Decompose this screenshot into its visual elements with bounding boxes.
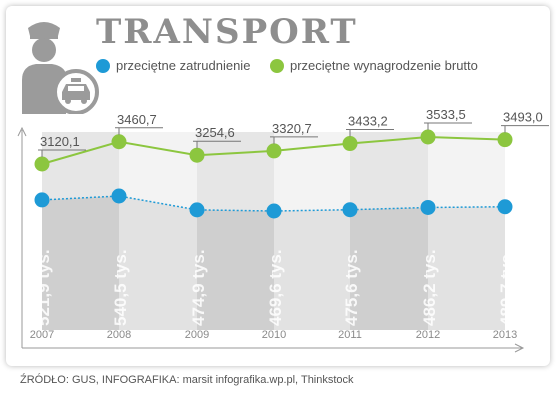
employment-value-label: 540,5 tys. xyxy=(111,249,130,326)
year-label: 2010 xyxy=(262,329,286,341)
year-label: 2009 xyxy=(185,329,209,341)
employment-area xyxy=(119,196,197,330)
salary-value-label: 3254,6 xyxy=(195,125,235,140)
employment-value-label: 489,7 tys. xyxy=(497,249,516,326)
employment-point xyxy=(342,202,358,218)
employment-point xyxy=(189,202,205,218)
employment-point xyxy=(34,192,50,208)
employment-area xyxy=(428,206,505,330)
employment-area xyxy=(197,209,274,330)
legend-swatch-employment xyxy=(96,58,110,73)
taxi-driver-icon xyxy=(22,22,99,114)
salary-value-label: 3120,1 xyxy=(40,134,80,149)
salary-value-label: 3433,2 xyxy=(348,114,388,129)
employment-value-label: 486,2 tys. xyxy=(420,249,439,326)
employment-value-label: 475,6 tys. xyxy=(342,249,361,326)
year-label: 2007 xyxy=(30,329,54,341)
year-label: 2012 xyxy=(416,329,440,341)
legend-item-salary: przeciętne wynagrodzenie brutto xyxy=(270,58,478,73)
year-label: 2008 xyxy=(107,329,131,341)
legend-item-employment: przeciętne zatrudnienie xyxy=(96,58,250,73)
page-title: TRANSPORT xyxy=(96,12,358,52)
employment-value-label: 474,9 tys. xyxy=(189,249,208,326)
year-label: 2013 xyxy=(493,329,517,341)
salary-value-label: 3320,7 xyxy=(272,121,312,136)
employment-point xyxy=(111,188,127,204)
legend-swatch-salary xyxy=(270,58,284,73)
employment-point xyxy=(497,199,513,215)
salary-value-label: 3533,5 xyxy=(426,107,466,122)
legend-label-salary: przeciętne wynagrodzenie brutto xyxy=(290,58,478,73)
salary-point xyxy=(420,129,436,145)
employment-value-label: 521,9 tys. xyxy=(34,249,53,326)
y-axis-arrow xyxy=(17,126,27,137)
salary-point xyxy=(34,156,50,172)
salary-point xyxy=(497,132,513,148)
employment-value-label: 469,6 tys. xyxy=(266,249,285,326)
year-label: 2011 xyxy=(338,329,362,341)
salary-value-label: 3460,7 xyxy=(117,112,157,127)
employment-point xyxy=(266,203,282,219)
employment-area xyxy=(274,209,350,330)
salary-point xyxy=(342,136,358,152)
legend-label-employment: przeciętne zatrudnienie xyxy=(116,58,251,73)
employment-point xyxy=(420,199,436,215)
employment-area xyxy=(350,207,428,330)
salary-point xyxy=(189,147,205,163)
salary-point xyxy=(266,143,282,159)
source-note: ŹRÓDŁO: GUS, INFOGRAFIKA: marsit infogra… xyxy=(20,374,354,386)
salary-point xyxy=(111,134,127,150)
x-axis-arrow xyxy=(514,343,525,353)
salary-value-label: 3493,0 xyxy=(503,110,543,125)
employment-area xyxy=(42,196,119,330)
